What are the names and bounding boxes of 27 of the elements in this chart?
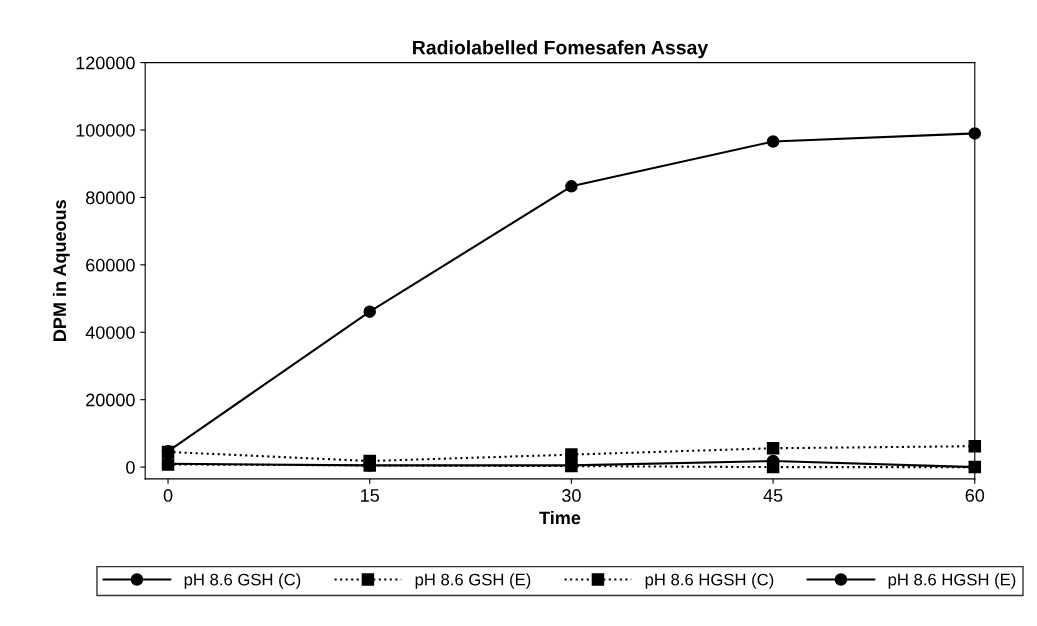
point (363, 459, 376, 472)
y-tick-label: 40000 (85, 326, 135, 339)
legend-label: pH 8.6 GSH (C) (184, 573, 301, 589)
point (766, 135, 780, 148)
y-tick-label: 0 (126, 461, 135, 474)
point (363, 305, 376, 318)
x-axis-title: Time (539, 511, 581, 525)
point (565, 448, 578, 461)
x-tick-label: 15 (361, 489, 380, 502)
chart-title: Radiolabelled Fomesafen Assay (413, 40, 709, 59)
legend-label: pH 8.6 HGSH (C) (645, 573, 774, 589)
y-tick-label: 100000 (76, 123, 135, 137)
point (766, 460, 780, 474)
legend-label: pH 8.6 HGSH (E) (888, 573, 1016, 589)
x-tick-label: 30 (562, 489, 581, 502)
x-tick-label: 60 (965, 489, 985, 502)
point (766, 441, 780, 455)
y-tick-label: 20000 (86, 393, 135, 407)
y-tick-label: 60000 (86, 258, 135, 272)
y-axis-title: DPM in Aqueous (52, 200, 70, 341)
legend-label: pH 8.6 GSH (E) (415, 573, 531, 589)
x-tick-label: 45 (763, 489, 783, 502)
y-tick-label: 80000 (86, 191, 135, 205)
y-tick-label: 120000 (76, 56, 135, 70)
x-tick-label: 0 (163, 489, 173, 502)
point (968, 460, 982, 474)
point (565, 180, 578, 193)
